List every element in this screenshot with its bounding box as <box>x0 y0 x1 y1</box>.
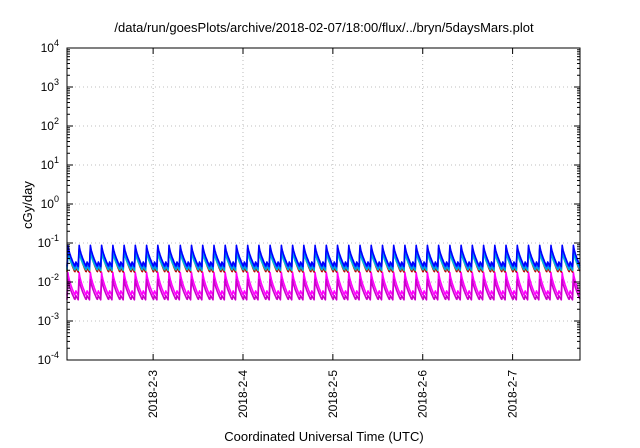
y-tick-label: 100 <box>41 194 59 211</box>
y-tick-label: 10-1 <box>38 233 59 250</box>
x-axis: 2018-2-3 2018-2-4 2018-2-5 2018-2-6 2018-2-7 <box>146 48 520 418</box>
y-tick-label: 101 <box>41 155 59 172</box>
x-tick-label: 2018-2-3 <box>146 370 160 418</box>
x-axis-label: Coordinated Universal Time (UTC) <box>224 429 423 444</box>
y-tick-label: 104 <box>41 38 59 55</box>
x-tick-label: 2018-2-4 <box>236 370 250 418</box>
x-tick-label: 2018-2-6 <box>416 370 430 418</box>
y-tick-label: 10-2 <box>38 272 59 289</box>
series-line <box>66 278 581 301</box>
series-line <box>66 271 581 297</box>
y-axis: 10-4 10-3 10-2 10-1 100 101 102 103 104 <box>38 38 580 367</box>
series-line <box>66 247 581 270</box>
grid <box>67 48 580 360</box>
series-line <box>66 251 581 272</box>
x-tick-label: 2018-2-7 <box>506 370 520 418</box>
series-line <box>66 244 581 268</box>
x-tick-label: 2018-2-5 <box>326 370 340 418</box>
chart-title: /data/run/goesPlots/archive/2018-02-07/1… <box>114 20 534 35</box>
series-layer <box>66 244 581 301</box>
y-tick-label: 10-4 <box>38 350 59 367</box>
y-tick-label: 102 <box>41 116 59 133</box>
y-tick-label: 103 <box>41 77 59 94</box>
y-axis-label: cGy/day <box>20 181 35 229</box>
y-tick-label: 10-3 <box>38 311 59 328</box>
